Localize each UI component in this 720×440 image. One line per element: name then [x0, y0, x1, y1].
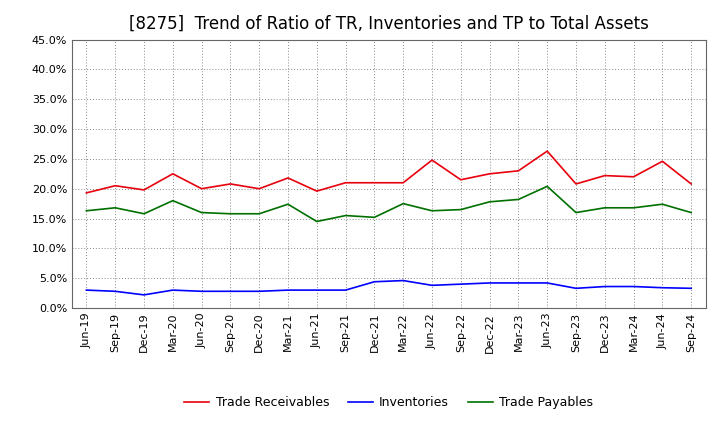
Inventories [82, 287, 91, 293]
Inventories [255, 289, 264, 294]
Inventories [629, 284, 638, 289]
Trade Payables [600, 205, 609, 210]
Line: Trade Receivables: Trade Receivables [86, 151, 691, 193]
Inventories [485, 280, 494, 286]
Trade Payables [255, 211, 264, 216]
Line: Inventories: Inventories [86, 281, 691, 295]
Trade Receivables [658, 159, 667, 164]
Trade Payables [456, 207, 465, 212]
Trade Receivables [82, 190, 91, 195]
Inventories [572, 286, 580, 291]
Inventories [370, 279, 379, 284]
Inventories [456, 282, 465, 287]
Trade Receivables [543, 148, 552, 154]
Trade Receivables [370, 180, 379, 185]
Inventories [543, 280, 552, 286]
Inventories [399, 278, 408, 283]
Trade Receivables [312, 188, 321, 194]
Trade Payables [514, 197, 523, 202]
Trade Payables [572, 210, 580, 215]
Trade Payables [543, 183, 552, 189]
Trade Receivables [456, 177, 465, 183]
Trade Payables [687, 210, 696, 215]
Trade Payables [82, 208, 91, 213]
Trade Payables [226, 211, 235, 216]
Trade Payables [197, 210, 206, 215]
Trade Payables [312, 219, 321, 224]
Trade Payables [370, 215, 379, 220]
Inventories [428, 282, 436, 288]
Trade Receivables [341, 180, 350, 185]
Trade Receivables [629, 174, 638, 180]
Inventories [600, 284, 609, 289]
Trade Payables [168, 198, 177, 203]
Trade Receivables [514, 168, 523, 173]
Trade Receivables [600, 173, 609, 178]
Trade Receivables [168, 171, 177, 176]
Inventories [658, 285, 667, 290]
Trade Receivables [399, 180, 408, 185]
Trade Payables [629, 205, 638, 210]
Inventories [140, 292, 148, 297]
Trade Receivables [197, 186, 206, 191]
Inventories [284, 287, 292, 293]
Trade Receivables [572, 181, 580, 187]
Trade Payables [658, 202, 667, 207]
Trade Receivables [428, 158, 436, 163]
Trade Payables [111, 205, 120, 210]
Legend: Trade Receivables, Inventories, Trade Payables: Trade Receivables, Inventories, Trade Pa… [179, 392, 598, 414]
Inventories [687, 286, 696, 291]
Line: Trade Payables: Trade Payables [86, 186, 691, 221]
Inventories [514, 280, 523, 286]
Trade Receivables [140, 187, 148, 193]
Inventories [312, 287, 321, 293]
Trade Payables [485, 199, 494, 205]
Trade Receivables [226, 181, 235, 187]
Inventories [111, 289, 120, 294]
Trade Receivables [485, 171, 494, 176]
Trade Payables [140, 211, 148, 216]
Title: [8275]  Trend of Ratio of TR, Inventories and TP to Total Assets: [8275] Trend of Ratio of TR, Inventories… [129, 15, 649, 33]
Inventories [341, 287, 350, 293]
Inventories [197, 289, 206, 294]
Inventories [226, 289, 235, 294]
Trade Receivables [111, 183, 120, 188]
Trade Payables [428, 208, 436, 213]
Trade Payables [399, 201, 408, 206]
Trade Receivables [687, 181, 696, 187]
Trade Payables [284, 202, 292, 207]
Trade Receivables [284, 175, 292, 180]
Inventories [168, 287, 177, 293]
Trade Receivables [255, 186, 264, 191]
Trade Payables [341, 213, 350, 218]
